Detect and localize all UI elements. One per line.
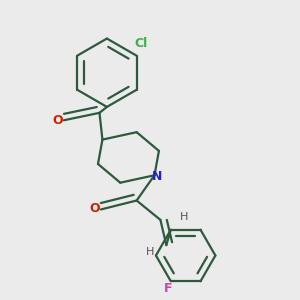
Text: F: F bbox=[164, 282, 172, 295]
Text: H: H bbox=[146, 247, 154, 257]
Text: O: O bbox=[90, 202, 100, 215]
Text: H: H bbox=[180, 212, 188, 222]
Text: O: O bbox=[52, 114, 63, 128]
Text: N: N bbox=[152, 170, 163, 183]
Text: Cl: Cl bbox=[134, 37, 148, 50]
